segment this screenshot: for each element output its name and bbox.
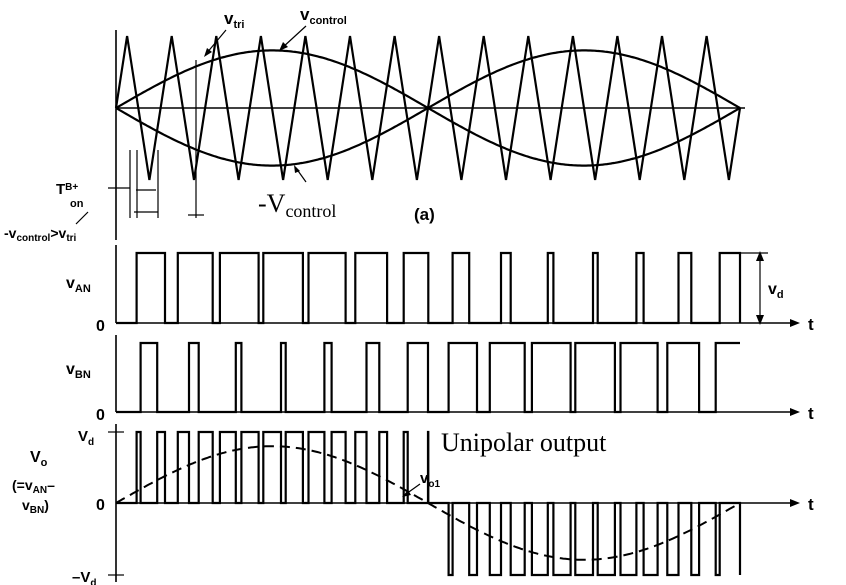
- t-on-sub-label: on: [70, 198, 84, 210]
- vo-neg-vd-label: –Vd: [72, 569, 96, 585]
- vo-title: Unipolar output: [441, 428, 607, 457]
- van-plot: vAN 0 t vd: [66, 245, 814, 335]
- vbn-label: vBN: [66, 361, 91, 381]
- vo-waveform: [116, 430, 742, 577]
- vo1-fundamental-wave: [115, 445, 741, 561]
- v-control-label: vcontrol: [300, 5, 347, 27]
- condition-label: -vcontrol>vtri: [4, 225, 77, 244]
- vo-t-label: t: [808, 495, 814, 514]
- neg-v-control-label: -Vcontrol: [258, 189, 336, 221]
- van-t-label: t: [808, 315, 814, 334]
- vbn-zero-label: 0: [96, 407, 105, 424]
- vbn-plot: vBN 0 t: [66, 335, 814, 424]
- vo-vd-label: Vd: [78, 428, 94, 448]
- t-on-label: TB+: [56, 181, 78, 198]
- panel-a-caption: (a): [414, 205, 435, 224]
- vo-plot: Unipolar output Vd –Vd 0 t Vo (=vAN– vBN…: [12, 424, 814, 585]
- van-waveform: [116, 251, 742, 325]
- van-x-arrow: [790, 319, 800, 327]
- vo-zero-label: 0: [96, 497, 105, 514]
- vo-y-label: Vo: [30, 449, 48, 469]
- panel-a: vtri vcontrol -Vcontrol (a) TB+ on -vcon…: [4, 5, 745, 244]
- vo-x-arrow: [790, 499, 800, 507]
- van-vd-label: vd: [768, 281, 784, 301]
- v-tri-label: vtri: [224, 9, 244, 31]
- vo-equation-line1: (=vAN–: [12, 477, 55, 496]
- vo1-label: vo1: [420, 470, 440, 490]
- van-label: vAN: [66, 275, 91, 295]
- vbn-x-arrow: [790, 408, 800, 416]
- neg-v-control-arrowhead: [294, 165, 300, 173]
- negative-control-sine-wave: [115, 49, 741, 167]
- van-vd-arrow-up: [756, 251, 764, 261]
- condition-pointer: [75, 211, 89, 225]
- vbn-waveform: [116, 341, 740, 414]
- van-zero-label: 0: [96, 318, 105, 335]
- v-tri-arrowhead: [204, 48, 212, 57]
- vo1-arrowhead: [402, 490, 411, 497]
- v-control-arrowhead: [279, 42, 288, 51]
- vo-equation-line2: vBN): [22, 497, 49, 516]
- v-control-pointer: [281, 25, 307, 49]
- van-vd-arrow-down: [756, 315, 764, 325]
- vbn-t-label: t: [808, 404, 814, 423]
